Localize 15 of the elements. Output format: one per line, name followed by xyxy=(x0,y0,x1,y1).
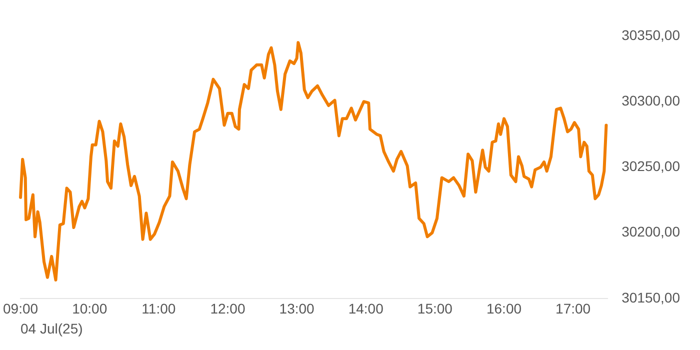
x-tick-label: 15:00 xyxy=(417,300,453,317)
x-tick-label: 10:00 xyxy=(72,300,108,317)
x-tick-label: 17:00 xyxy=(556,300,591,317)
x-axis-title: 04 Jul(25) xyxy=(20,320,83,336)
x-tick-label: 13:00 xyxy=(279,300,315,317)
y-tick-label: 30350,00 xyxy=(622,26,680,43)
x-tick-label: 09:00 xyxy=(2,300,38,317)
x-tick-label: 11:00 xyxy=(142,300,176,317)
y-tick-label: 30150,00 xyxy=(622,289,680,306)
x-tick-label: 14:00 xyxy=(348,300,384,317)
x-tick-label: 12:00 xyxy=(210,300,246,317)
y-tick-label: 30200,00 xyxy=(622,224,680,240)
y-tick-label: 30300,00 xyxy=(622,92,680,108)
x-tick-label: 16:00 xyxy=(486,300,522,317)
y-tick-label: 30250,00 xyxy=(622,158,680,174)
